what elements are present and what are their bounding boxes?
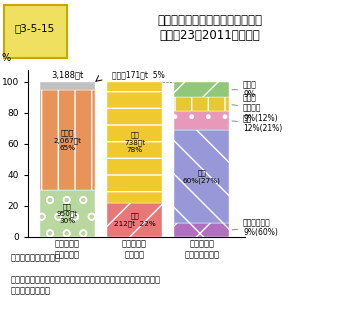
Text: 納豆
12%(21%): 納豆 12%(21%) — [232, 114, 282, 133]
Text: 食用
950千t
30%: 食用 950千t 30% — [57, 203, 78, 224]
Text: 煮豆・そう菜
9%(60%): 煮豆・そう菜 9%(60%) — [232, 218, 278, 237]
Text: 資料：農林水産省調べ: 資料：農林水産省調べ — [10, 253, 61, 262]
Bar — [40, 82, 95, 90]
Bar — [40, 191, 95, 237]
Text: 図3-5-15: 図3-5-15 — [15, 23, 55, 33]
Text: 大豆の需要量及び国産大豆の用途
（平成23（2011）年度）: 大豆の需要量及び国産大豆の用途 （平成23（2011）年度） — [158, 15, 262, 42]
Text: 注：「国産大豆の用途別供給割合」の（　）内の値は各用途におけ
　る国産の割合。: 注：「国産大豆の用途別供給割合」の（ ）内の値は各用途におけ る国産の割合。 — [10, 276, 161, 295]
Bar — [107, 82, 162, 203]
Bar — [174, 82, 229, 97]
Text: 輸入
738千t
78%: 輸入 738千t 78% — [124, 132, 145, 153]
Bar — [174, 223, 229, 237]
Text: その他
9%: その他 9% — [232, 80, 257, 99]
Text: その他171千t  5%: その他171千t 5% — [112, 70, 165, 80]
FancyBboxPatch shape — [4, 5, 66, 58]
Text: 油糧用
2,067千t
65%: 油糧用 2,067千t 65% — [54, 130, 82, 151]
Bar — [174, 111, 229, 130]
Bar — [40, 90, 95, 191]
Text: 豆腐
60%(27%): 豆腐 60%(27%) — [183, 169, 220, 184]
Bar — [174, 130, 229, 223]
Bar — [174, 97, 229, 111]
Y-axis label: %: % — [2, 53, 11, 63]
Bar — [107, 203, 162, 237]
Text: 3,188千t: 3,188千t — [51, 70, 84, 80]
Text: みそ・
しょうゆ
9%(12%): みそ・ しょうゆ 9%(12%) — [232, 94, 278, 123]
Text: 国産
212千t  22%: 国産 212千t 22% — [114, 213, 155, 227]
